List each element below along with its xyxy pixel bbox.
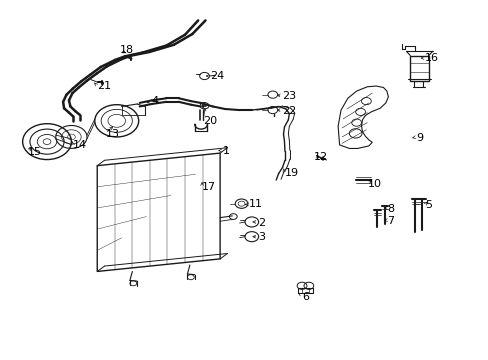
Text: 22: 22 [282,106,296,116]
Text: 3: 3 [258,232,264,242]
Text: 1: 1 [222,145,229,156]
Text: 16: 16 [424,53,438,63]
Text: 8: 8 [386,204,394,214]
Text: 15: 15 [27,147,41,157]
Text: 23: 23 [282,91,296,101]
Text: 9: 9 [415,133,423,143]
Text: 2: 2 [258,218,264,228]
Text: 5: 5 [424,200,431,210]
Text: 14: 14 [73,140,87,150]
Text: 13: 13 [105,129,119,139]
Text: 12: 12 [313,152,327,162]
Text: 17: 17 [202,182,216,192]
Text: 24: 24 [210,71,224,81]
Text: 18: 18 [120,45,134,55]
Text: 20: 20 [203,116,217,126]
Text: 6: 6 [302,292,308,302]
Text: 4: 4 [152,96,159,106]
Text: 7: 7 [386,216,394,226]
Text: 19: 19 [284,168,298,178]
Text: 11: 11 [248,199,262,210]
Text: 10: 10 [366,179,381,189]
Text: 21: 21 [97,81,111,91]
